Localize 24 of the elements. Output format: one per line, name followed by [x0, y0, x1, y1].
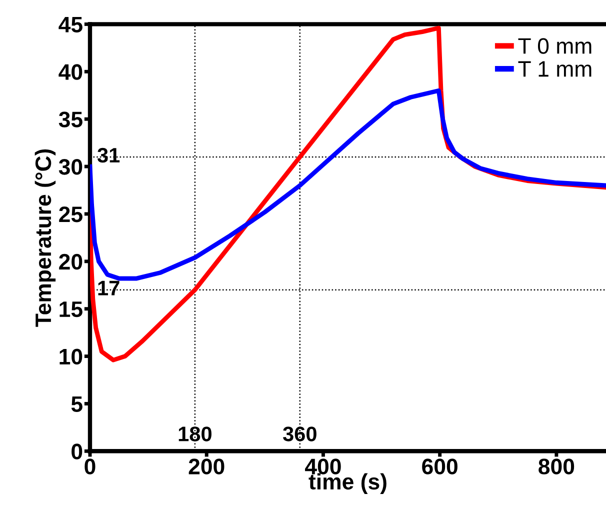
ref-line-label: 31: [97, 148, 120, 163]
y-tick-label: 5: [71, 396, 82, 412]
x-tick-label: 600: [422, 458, 458, 474]
x-tick-label: 800: [538, 458, 574, 474]
ref-line-label: 17: [98, 280, 120, 296]
legend-label: T 0 mm: [518, 38, 592, 54]
x-axis-title: time (s): [308, 473, 386, 494]
y-tick-label: 15: [60, 302, 82, 318]
y-axis-title: Temperature (°C): [34, 149, 56, 327]
y-tick-label: 0: [72, 444, 82, 460]
y-tick-label: 10: [60, 348, 82, 365]
y-tick-label: 40: [58, 64, 82, 80]
legend-label: T 1 mm: [518, 61, 592, 77]
x-tick-label: 200: [188, 458, 224, 474]
line-series: [90, 88, 606, 281]
ref-line-label: 360: [282, 426, 316, 442]
ref-line-label: 180: [178, 426, 212, 442]
x-tick-label: 0: [84, 458, 96, 474]
y-tick-label: 25: [59, 206, 82, 222]
y-tick-label: 20: [59, 254, 82, 270]
x-tick-label: 400: [305, 458, 341, 474]
y-tick-label: 35: [58, 112, 82, 128]
y-tick-label: 45: [58, 16, 82, 32]
y-tick-label: 30: [58, 159, 82, 175]
